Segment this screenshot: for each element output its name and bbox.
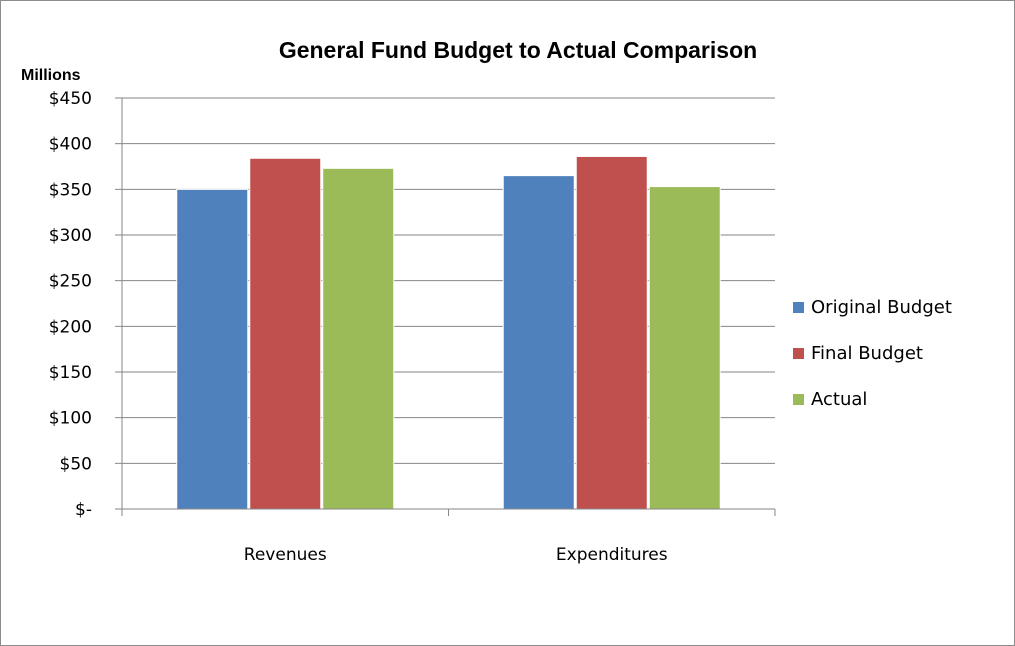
y-tick-label: $100 — [49, 409, 92, 429]
chart-title: General Fund Budget to Actual Comparison — [279, 37, 757, 63]
axes — [121, 98, 776, 516]
category-label: Expenditures — [556, 545, 668, 565]
bar — [648, 186, 721, 510]
bar — [249, 157, 322, 510]
bar — [502, 175, 575, 510]
y-tick-label: $150 — [49, 363, 92, 383]
legend-swatch — [793, 302, 804, 313]
y-tick-labels: $450 $400 $350 $300 $250 $200 $150 $100 $50 $- — [49, 89, 92, 520]
bars — [176, 155, 721, 510]
bar — [575, 155, 648, 510]
bar — [322, 167, 395, 510]
y-tick-label: $50 — [60, 454, 92, 474]
y-tick-label: $- — [75, 500, 92, 520]
category-label: Revenues — [244, 545, 327, 565]
legend-swatch — [793, 394, 804, 405]
legend: Original Budget Final Budget Actual — [793, 297, 952, 410]
legend-label: Original Budget — [811, 297, 952, 318]
category-labels: Revenues Expenditures — [244, 545, 668, 565]
y-tick-label: $350 — [49, 180, 92, 200]
y-tick-label: $300 — [49, 226, 92, 246]
y-tick-label: $200 — [49, 317, 92, 337]
y-tick-label: $400 — [49, 135, 92, 155]
bar — [176, 188, 249, 510]
y-tick-label: $250 — [49, 272, 92, 292]
units-label: Millions — [21, 67, 81, 84]
legend-swatch — [793, 348, 804, 359]
legend-label: Actual — [811, 389, 867, 410]
y-tick-label: $450 — [49, 89, 92, 109]
legend-label: Final Budget — [811, 343, 923, 364]
